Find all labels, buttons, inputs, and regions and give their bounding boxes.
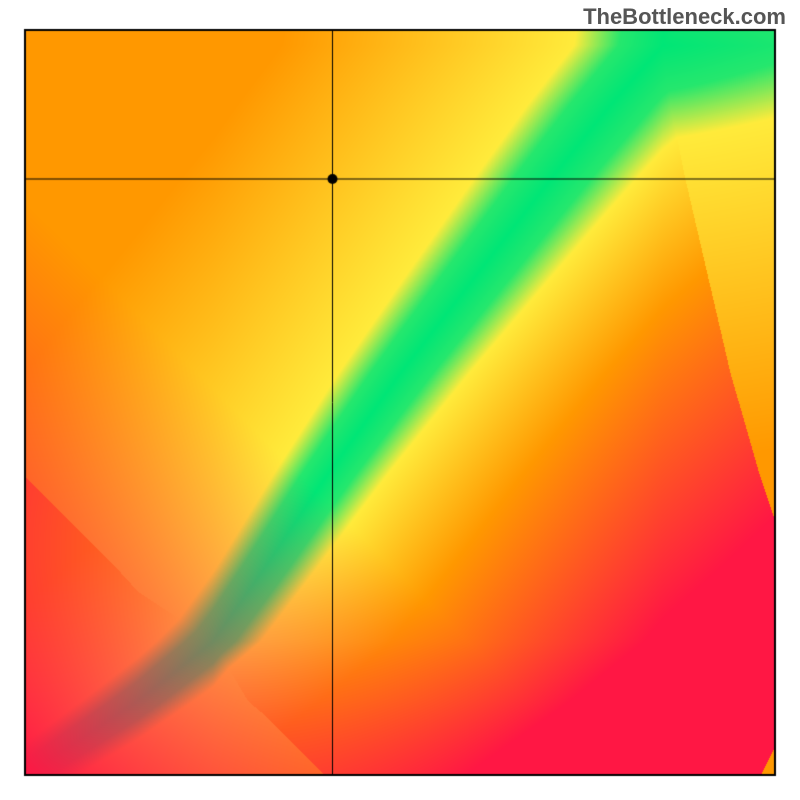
- watermark-text: TheBottleneck.com: [583, 4, 786, 30]
- heatmap-canvas: [0, 0, 800, 800]
- chart-container: TheBottleneck.com: [0, 0, 800, 800]
